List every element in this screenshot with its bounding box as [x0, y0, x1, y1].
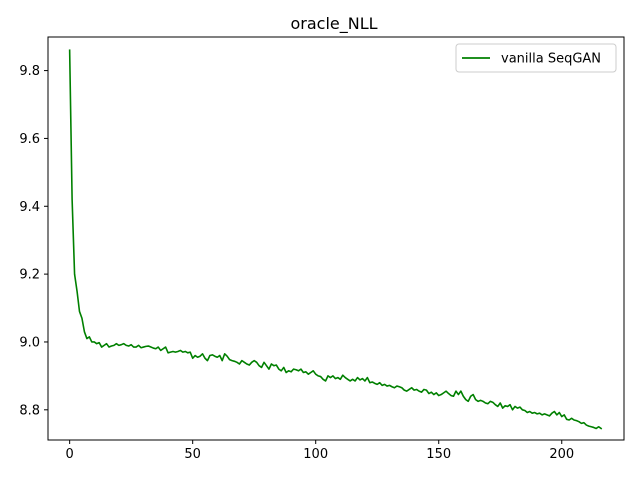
- y-tick-label: 9.4: [19, 200, 40, 215]
- x-tick-label: 200: [549, 447, 574, 462]
- legend-box: [455, 43, 617, 73]
- plot-area: [68, 49, 603, 430]
- axes-frame: [47, 36, 625, 441]
- series-line-0: [68, 49, 603, 430]
- x-tick-label: 50: [184, 447, 201, 462]
- y-tick-label: 8.8: [19, 403, 40, 418]
- legend-label: vanilla SeqGAN: [501, 52, 601, 67]
- y-tick-label: 9.8: [19, 64, 40, 79]
- chart-title: oracle_NLL: [290, 14, 377, 34]
- x-tick-label: 0: [66, 447, 74, 462]
- axes: 0 50 100 150 200 8.8 9.0 9.2 9.4 9.6 9.8: [19, 36, 625, 462]
- y-tick-label: 9.0: [19, 335, 40, 350]
- x-tick-label: 100: [303, 447, 328, 462]
- y-tick-label: 9.2: [19, 268, 40, 283]
- x-tick-label: 150: [426, 447, 451, 462]
- legend: vanilla SeqGAN: [455, 43, 617, 73]
- y-tick-label: 9.6: [19, 132, 40, 147]
